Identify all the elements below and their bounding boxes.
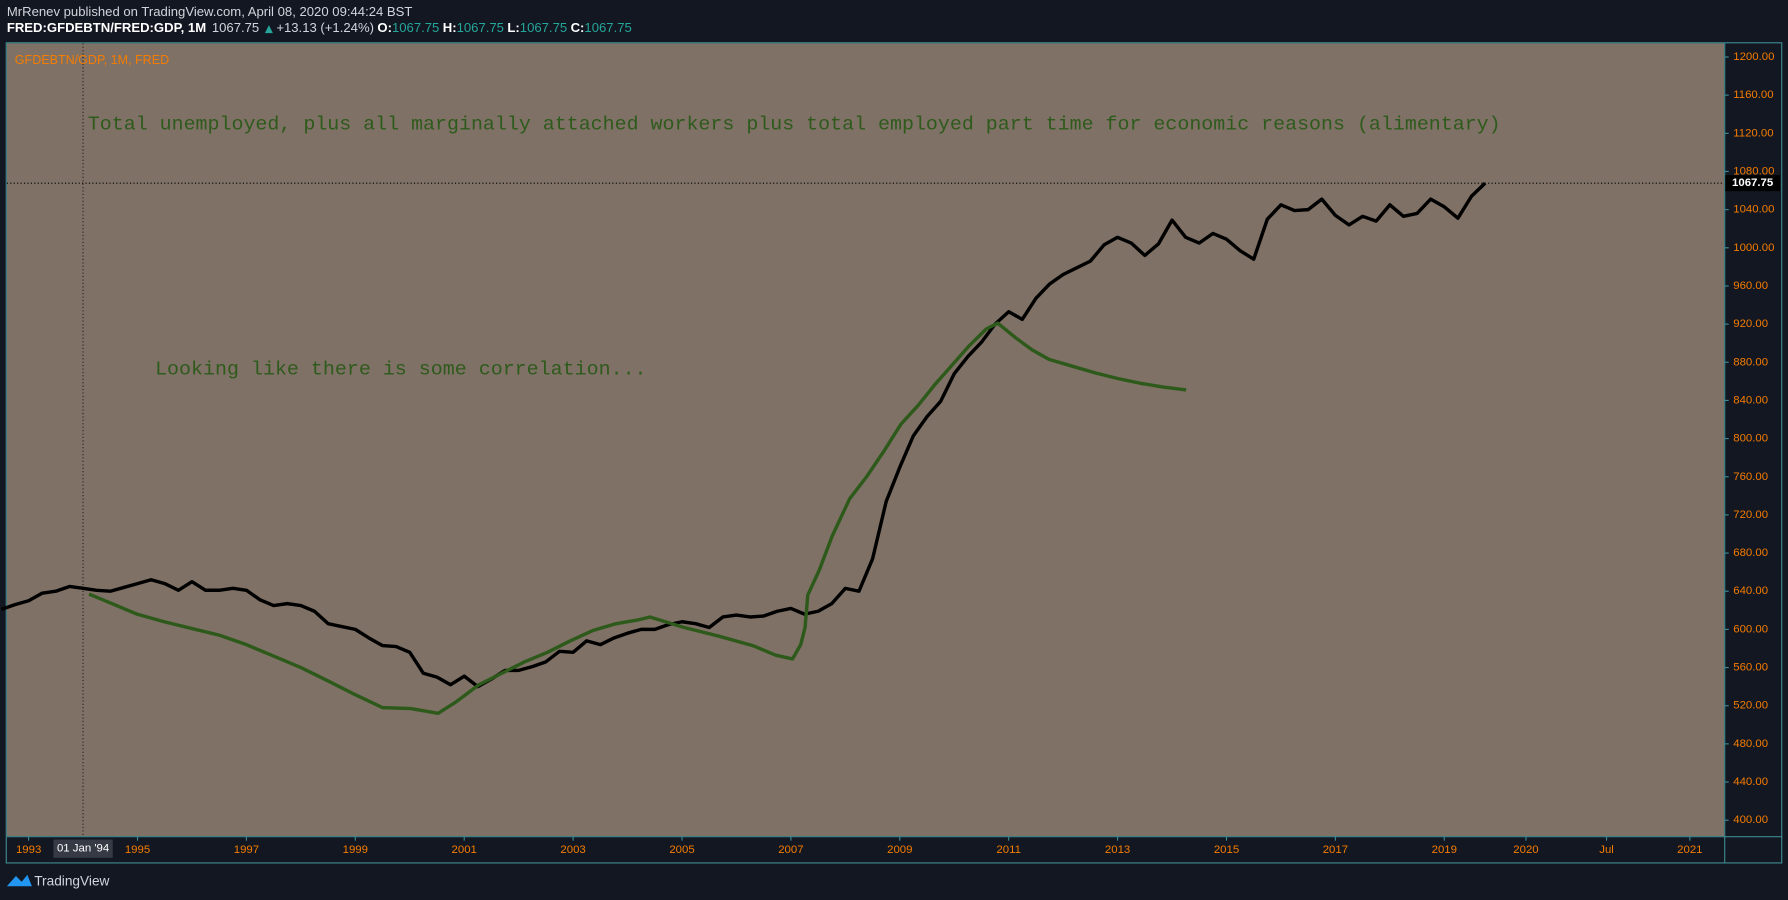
x-tick-label: 2007 — [778, 844, 803, 856]
annotation: Looking like there is some correlation..… — [155, 359, 646, 381]
x-tick-label: 2017 — [1323, 844, 1348, 856]
y-tick-label: 520.00 — [1733, 700, 1768, 712]
up-arrow — [264, 25, 273, 34]
last-price-label: 1067.75 — [1732, 177, 1774, 189]
legend: GFDEBTN/GDP, 1M, FRED — [15, 53, 169, 67]
y-tick-label: 400.00 — [1733, 814, 1768, 826]
ohlc-label: L: — [507, 20, 519, 35]
frame — [5, 42, 1783, 864]
x-tick-label: 2001 — [452, 844, 477, 856]
x-tick-label: 2003 — [560, 844, 585, 856]
y-tick-label: 1040.00 — [1733, 204, 1774, 216]
ohlc-value: 1067.75 — [584, 20, 631, 35]
y-tick-label: 1000.00 — [1733, 242, 1774, 254]
x-tick-label: 2013 — [1105, 844, 1130, 856]
change: +13.13 (+1.24%) — [276, 20, 374, 35]
y-tick-label: 640.00 — [1733, 585, 1768, 597]
y-tick-label: 760.00 — [1733, 471, 1768, 483]
crosshair-tag — [53, 839, 113, 858]
y-tick-label: 1080.00 — [1733, 165, 1774, 177]
x-tick-label: 2009 — [887, 844, 912, 856]
annotation: Total unemployed, plus all marginally at… — [88, 113, 1501, 135]
x-tick-label: 1993 — [16, 844, 41, 856]
published-line: MrRenev published on TradingView.com, Ap… — [7, 4, 413, 19]
series-line — [88, 321, 1187, 716]
y-tick-label: 880.00 — [1733, 356, 1768, 368]
series-line — [0, 181, 1487, 689]
y-tick-label: 920.00 — [1733, 318, 1768, 330]
y-tick-label: 1160.00 — [1733, 89, 1773, 101]
y-tick-label: 800.00 — [1733, 433, 1768, 445]
y-tick-label: 720.00 — [1733, 509, 1768, 521]
x-tick-label: 1997 — [234, 844, 259, 856]
x-tick-label: 2005 — [669, 844, 694, 856]
ohlc-value: 1067.75 — [457, 20, 504, 35]
x-tick-label: 2021 — [1677, 844, 1702, 856]
y-tick-label: 1200.00 — [1733, 51, 1774, 63]
ohlc-label: H: — [443, 20, 457, 35]
y-tick-label: 1120.00 — [1733, 127, 1773, 139]
plot-area — [6, 43, 1725, 837]
brand: TradingView — [34, 873, 109, 888]
y-tick-label: 480.00 — [1733, 738, 1768, 750]
x-tick-label: 1995 — [125, 844, 150, 856]
crosshair-label: 01 Jan '94 — [57, 843, 109, 855]
symbol: FRED:GFDEBTN/FRED:GDP, 1M — [7, 20, 206, 35]
x-tick-label: 2011 — [996, 844, 1020, 856]
symbol-line: FRED:GFDEBTN/FRED:GDP, 1M 1067.75 +13.13 (… — [7, 20, 632, 35]
y-tick-label: 560.00 — [1733, 662, 1768, 674]
x-tick-label: Jul — [1599, 844, 1614, 856]
y-tick-label: 600.00 — [1733, 623, 1768, 635]
last-price-tag — [1725, 175, 1781, 192]
ohlc-label: O: — [377, 20, 392, 35]
x-tick-label: 1999 — [343, 844, 368, 856]
brand-logo — [6, 874, 32, 887]
last-price: 1067.75 — [212, 20, 259, 35]
y-tick-label: 680.00 — [1733, 547, 1768, 559]
y-tick-label: 440.00 — [1733, 776, 1768, 788]
x-tick-label: 2019 — [1432, 844, 1457, 856]
ohlc-label: C: — [571, 20, 585, 35]
ohlc-value: 1067.75 — [392, 20, 439, 35]
y-tick-label: 840.00 — [1733, 394, 1768, 406]
x-tick-label: 2020 — [1513, 844, 1538, 856]
y-tick-label: 960.00 — [1733, 280, 1768, 292]
x-tick-label: 2015 — [1214, 844, 1239, 856]
ohlc-value: 1067.75 — [520, 20, 567, 35]
